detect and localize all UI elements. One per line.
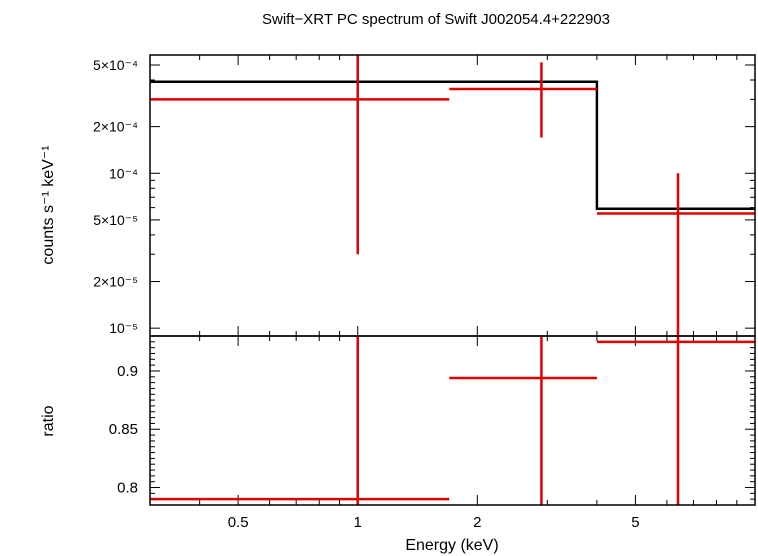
ratio-data-point — [596, 336, 755, 505]
spectrum-y-tick-label: 2×10⁻⁴ — [93, 119, 138, 135]
spectrum-data-points — [150, 55, 755, 336]
spectrum-plot-frame — [149, 54, 756, 337]
ratio-x-ticks: 0.5 1 2 5 — [149, 336, 738, 531]
ratio-data-point — [150, 336, 450, 505]
ratio-y-ticks: 0.9 0.85 0.8 — [109, 335, 755, 506]
x-axis-label: Energy (keV) — [405, 537, 498, 554]
x-tick-label: 0.5 — [228, 514, 249, 531]
chart-title: Swift−XRT PC spectrum of Swift J002054.4… — [262, 11, 610, 28]
spectrum-y-tick-label: 2×10⁻⁵ — [93, 274, 138, 290]
spectrum-data-point — [596, 173, 755, 336]
spectrum-y-tick-label: 5×10⁻⁴ — [93, 57, 138, 73]
ratio-y-tick-label: 0.85 — [109, 421, 138, 438]
model-step-line — [150, 80, 755, 211]
x-tick-label: 5 — [631, 514, 639, 531]
spectrum-x-ticks — [149, 55, 738, 336]
ratio-data-points — [150, 336, 755, 505]
spectrum-y-ticks: 5×10⁻⁴ 2×10⁻⁴ 10⁻⁴ 5×10⁻⁵ 2×10⁻⁵ 10⁻⁵ — [93, 57, 755, 336]
x-tick-label: 2 — [473, 514, 481, 531]
spectrum-y-axis-label: counts s⁻¹ keV⁻¹ — [40, 145, 57, 264]
spectrum-model — [150, 80, 755, 211]
spectrum-y-tick-label: 5×10⁻⁵ — [93, 212, 138, 228]
ratio-panel: 0.5 1 2 5 0.9 0.85 0.8 ratio Energy (keV) — [40, 335, 756, 554]
ratio-y-axis-label: ratio — [40, 405, 57, 436]
ratio-plot-frame — [149, 335, 756, 506]
ratio-y-tick-label: 0.8 — [117, 480, 138, 497]
spectrum-y-tick-label: 10⁻⁵ — [109, 320, 138, 336]
spectrum-panel: 5×10⁻⁴ 2×10⁻⁴ 10⁻⁴ 5×10⁻⁵ 2×10⁻⁵ 10⁻⁵ counts … — [40, 54, 756, 337]
ratio-data-point — [449, 336, 597, 505]
ratio-y-tick-label: 0.9 — [117, 363, 138, 380]
spectrum-data-point — [449, 62, 597, 138]
spectrum-data-point — [150, 55, 450, 255]
x-tick-label: 1 — [354, 514, 362, 531]
spectrum-y-tick-label: 10⁻⁴ — [109, 165, 138, 181]
